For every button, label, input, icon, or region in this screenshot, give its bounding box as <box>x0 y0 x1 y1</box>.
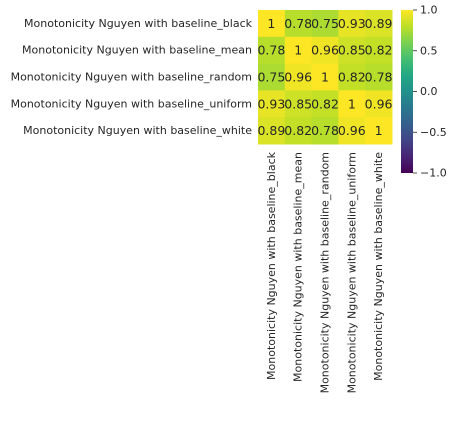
column-label: Monotonicity Nguyen with baseline_mean <box>292 152 305 382</box>
cell-annotation: 0.82 <box>284 123 312 138</box>
heatmap-cell <box>365 90 393 118</box>
cell-annotation: 0.82 <box>311 96 339 111</box>
cell-annotation: 1 <box>294 43 302 58</box>
cell-annotation: 0.89 <box>365 16 393 31</box>
cell-annotation: 0.96 <box>365 96 393 111</box>
heatmap-cell <box>284 36 313 65</box>
heatmap-cell <box>311 10 339 38</box>
heatmap-cell <box>338 10 366 38</box>
heatmap-cell <box>338 63 366 91</box>
heatmap-cell <box>258 10 286 38</box>
heatmap-cell <box>258 36 286 65</box>
colorbar: 1.0 0.5 0.0 −0.5 −1.0 <box>401 4 447 180</box>
heatmap-cell <box>365 36 393 65</box>
row-labels: Monotonicity Nguyen with baseline_black M… <box>11 17 253 137</box>
colorbar-ticks: 1.0 0.5 0.0 −0.5 −1.0 <box>413 4 447 180</box>
cell-annotation: 0.96 <box>338 123 366 138</box>
cell-annotation: 0.78 <box>365 70 393 85</box>
heatmap-cells: 1 0.780.750.930.890.78 1 0.960.850.820.750.… <box>257 10 393 145</box>
heatmap-cell <box>311 36 339 65</box>
heatmap-cell <box>338 36 366 65</box>
cell-annotation: 0.78 <box>311 123 339 138</box>
cell-annotation: 0.93 <box>257 96 285 111</box>
cell-annotation: 0.82 <box>338 70 366 85</box>
cell-annotation: 0.96 <box>311 43 339 58</box>
cell-annotation: 0.85 <box>338 43 366 58</box>
cell-annotation: 1 <box>375 123 383 138</box>
colorbar-tick-label: 1.0 <box>420 4 438 17</box>
cell-annotation: 0.82 <box>365 43 393 58</box>
cell-annotation: 0.96 <box>284 70 312 85</box>
row-label: Monotonicity Nguyen with baseline_black <box>24 17 253 30</box>
column-label: Monotonicity Nguyen with baseline_white <box>372 152 385 381</box>
row-label: Monotonicity Nguyen with baseline_white <box>23 124 252 137</box>
heatmap-cell <box>258 63 286 91</box>
cell-annotation: 1 <box>321 70 329 85</box>
heatmap-cell <box>311 117 339 145</box>
cell-annotation: 1 <box>348 96 356 111</box>
cell-annotation: 1 <box>267 16 275 31</box>
cell-annotation: 0.75 <box>257 70 285 85</box>
heatmap-cell <box>338 117 366 145</box>
colorbar-tick-label: 0.5 <box>420 44 438 57</box>
heatmap-cell <box>311 90 339 118</box>
column-label: Monotonicity Nguyen with baseline_black <box>265 151 278 380</box>
cell-annotation: 0.78 <box>284 16 312 31</box>
colorbar-tick-label: 0.0 <box>420 85 438 98</box>
column-labels: Monotonicity Nguyen with baseline_black M… <box>265 151 385 393</box>
row-label: Monotonicity Nguyen with baseline_mean <box>22 44 252 57</box>
heatmap-cell <box>284 117 313 145</box>
heatmap-cell <box>258 117 286 145</box>
column-label: Monotonicity Nguyen with baseline_random <box>319 152 332 393</box>
cell-annotation: 0.93 <box>338 16 366 31</box>
row-label: Monotonicity Nguyen with baseline_unifor… <box>11 97 252 110</box>
heatmap-cell <box>284 90 313 118</box>
heatmap-cell <box>365 63 393 91</box>
row-label: Monotonicity Nguyen with baseline_random <box>11 71 252 84</box>
heatmap-cell <box>258 90 286 118</box>
heatmap-cell <box>284 10 313 38</box>
heatmap-cell <box>338 90 366 118</box>
heatmap-cell <box>311 63 339 91</box>
colorbar-tick-label: −0.5 <box>420 126 447 139</box>
column-label: Monotonicity Nguyen with baseline_unifor… <box>345 152 358 393</box>
cell-annotation: 0.85 <box>284 96 312 111</box>
heatmap-cell <box>284 63 313 91</box>
colorbar-scale <box>401 10 413 173</box>
colorbar-tick-label: −1.0 <box>420 167 447 180</box>
cell-annotation: 0.75 <box>311 16 339 31</box>
cell-annotation: 0.78 <box>257 43 285 58</box>
heatmap-cell <box>365 10 393 38</box>
cell-annotation: 0.89 <box>257 123 285 138</box>
heatmap-cell <box>365 117 393 145</box>
